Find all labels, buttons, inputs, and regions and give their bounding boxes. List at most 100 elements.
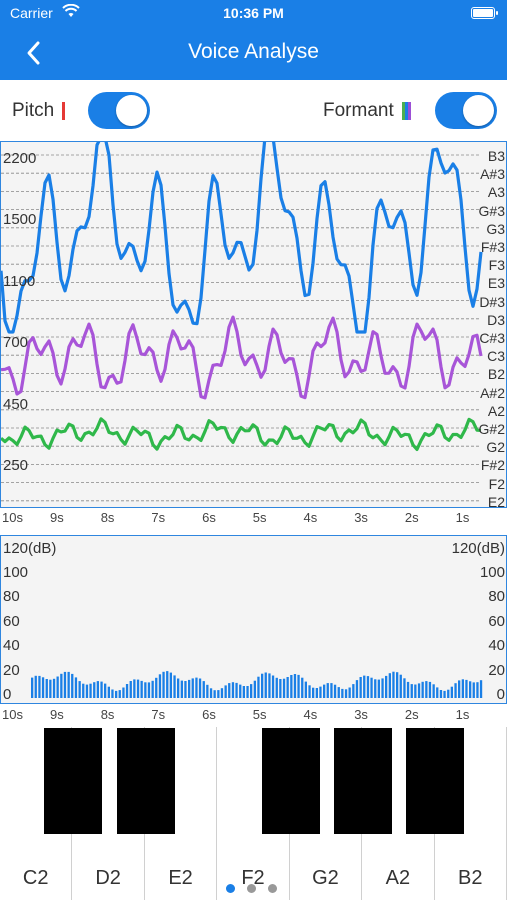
level-bar: [337, 687, 340, 698]
level-bar: [359, 677, 362, 698]
frequency-label: 450: [3, 396, 29, 413]
formant-toggle[interactable]: [435, 92, 497, 129]
formant-label: Formant: [323, 100, 394, 121]
db-label-right: 80: [488, 588, 505, 605]
level-bar: [319, 686, 322, 698]
db-label-left: 100: [3, 564, 29, 581]
back-button[interactable]: [20, 40, 50, 66]
level-bar: [224, 685, 227, 698]
level-bar: [396, 672, 399, 698]
level-bar: [140, 680, 143, 698]
page-dot[interactable]: [226, 884, 235, 893]
level-bar: [209, 688, 213, 698]
time-tick-label: 4s: [303, 510, 318, 525]
note-label: B2: [487, 366, 505, 383]
level-bar: [220, 688, 224, 698]
level-bar: [312, 687, 315, 698]
time-tick-label: 8s: [100, 510, 115, 525]
level-bar: [341, 688, 344, 698]
white-key-b2[interactable]: B2: [435, 727, 507, 900]
black-key-g#2[interactable]: [334, 728, 392, 834]
db-label-right: 40: [488, 637, 505, 654]
carrier-label: Carrier: [10, 5, 53, 21]
level-bar: [472, 682, 475, 698]
level-bar: [308, 685, 311, 698]
level-bar: [217, 690, 220, 698]
black-key-a#2[interactable]: [406, 728, 464, 834]
level-bar: [428, 681, 432, 698]
page-dot[interactable]: [268, 884, 277, 893]
nav-header: Carrier 10:36 PM Voice Analyse: [0, 0, 507, 80]
level-bar: [443, 690, 446, 698]
note-label: A#2: [480, 384, 505, 401]
note-label: C#3: [479, 330, 505, 346]
time-tick-label: 10s: [2, 707, 23, 722]
key-label: A2: [385, 867, 411, 889]
level-bar: [100, 681, 103, 698]
note-label: E3: [487, 275, 505, 292]
key-label: G2: [312, 867, 339, 889]
black-key-d#2[interactable]: [117, 728, 175, 834]
level-bar: [264, 672, 267, 698]
pitch-time-axis: 10s 9s 8s 7s 6s 5s 4s 3s 2s 1s: [0, 511, 507, 527]
level-bar: [366, 676, 370, 698]
pitch-toggle[interactable]: [88, 92, 150, 129]
level-bar: [403, 678, 406, 698]
level-bar: [118, 690, 121, 698]
level-bar: [122, 687, 125, 698]
level-bar: [436, 687, 439, 698]
pitch-chart: B3 A#3 A3 G#3 G3 F#3 F3 E3 D#3 D3 C#3 C3 B2 A#2 A2 G#2 G…: [0, 141, 507, 509]
level-bar: [370, 677, 373, 698]
level-bar: [304, 681, 307, 698]
frequency-label: 2200: [3, 150, 37, 167]
db-label-left: 0: [3, 686, 12, 703]
level-bar: [333, 684, 337, 698]
black-key-f#2[interactable]: [262, 728, 320, 834]
level-bar: [85, 684, 89, 698]
level-bar: [67, 671, 70, 698]
db-label-right: 20: [488, 662, 505, 679]
level-bar: [198, 678, 202, 698]
note-label: D#3: [479, 293, 505, 310]
level-bar: [246, 686, 249, 698]
note-label: D3: [487, 311, 505, 328]
pitch-control: Pitch: [12, 88, 66, 134]
db-label-left: 60: [3, 613, 20, 630]
formant-control: Formant: [323, 88, 411, 134]
time-tick-label: 1s: [455, 510, 470, 525]
time-tick-label: 4s: [303, 707, 318, 722]
page-dot[interactable]: [247, 884, 256, 893]
level-bar: [206, 684, 209, 698]
level-bar: [115, 690, 118, 698]
time-tick-label: 3s: [354, 510, 368, 525]
page-indicator: [226, 884, 277, 893]
level-bar: [158, 674, 162, 698]
level-bar: [279, 679, 282, 698]
level-bar: [71, 673, 74, 698]
battery-icon: [471, 7, 498, 19]
level-bar: [461, 679, 464, 698]
note-label: G2: [486, 439, 505, 456]
level-bar: [239, 684, 242, 698]
level-bar: [235, 682, 238, 698]
note-label: C3: [487, 348, 505, 365]
white-key-e2[interactable]: E2: [145, 727, 218, 900]
level-bar: [469, 681, 472, 698]
level-bar: [421, 681, 424, 698]
page-title: Voice Analyse: [188, 40, 319, 63]
level-bar: [330, 683, 333, 698]
level-time-axis: 10s 9s 8s 7s 6s 5s 4s 3s 2s 1s: [0, 708, 507, 724]
db-label-left: 20: [3, 662, 20, 679]
level-bar: [344, 689, 348, 698]
pitch-plot: [1, 142, 483, 502]
level-bar: [271, 675, 275, 698]
level-bar: [144, 682, 147, 698]
black-key-c#2[interactable]: [44, 728, 102, 834]
level-bar: [231, 682, 235, 698]
note-label: F3: [488, 257, 505, 274]
level-bar: [282, 678, 286, 698]
level-bar: [147, 682, 151, 698]
clock: 10:36 PM: [223, 5, 284, 21]
level-bar: [406, 681, 410, 698]
